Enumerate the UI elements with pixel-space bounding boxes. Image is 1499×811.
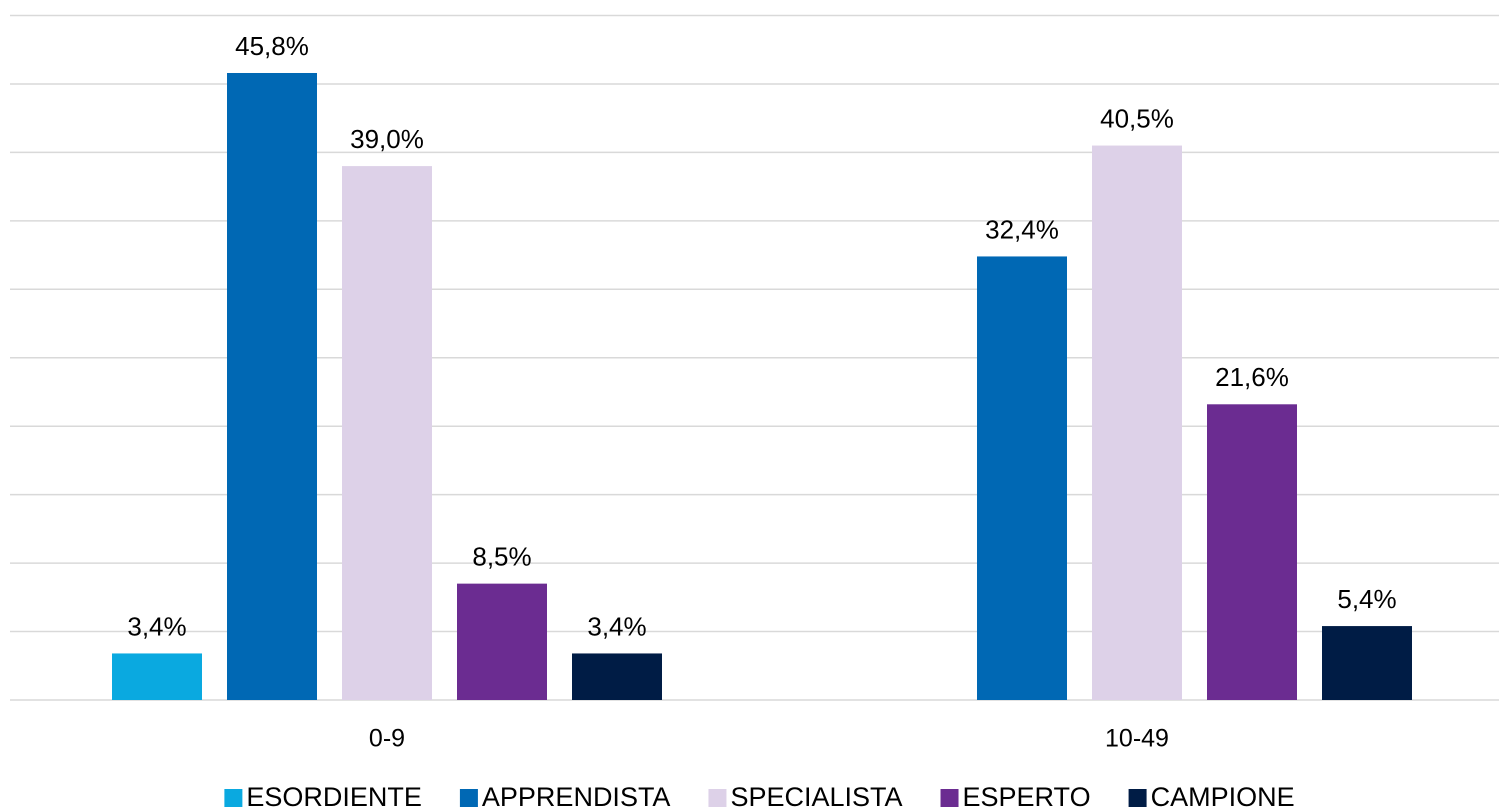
legend-label: ESORDIENTE [246,782,422,811]
bar [112,653,202,700]
data-label: 3,4% [587,611,646,641]
legend-swatch [224,789,243,807]
legend-label: CAMPIONE [1151,782,1295,811]
data-label: 32,4% [985,214,1059,244]
data-label: 8,5% [472,542,531,572]
bar [342,166,432,701]
bar [457,583,547,700]
legend-swatch [459,789,478,807]
bar [1207,404,1297,700]
legend-swatch [940,789,959,807]
legend-swatch [708,789,727,807]
legend-label: APPRENDISTA [482,782,671,811]
data-label: 5,4% [1337,584,1396,614]
legend-label: ESPERTO [963,782,1091,811]
legend-swatch [1128,789,1147,807]
bar [572,653,662,700]
data-label: 39,0% [350,124,424,154]
data-label: 45,8% [235,31,309,61]
data-label: 21,6% [1215,362,1289,392]
data-label: 40,5% [1100,103,1174,133]
bar [1092,145,1182,700]
bar [977,256,1067,700]
x-tick-label: 10-49 [1105,725,1169,753]
bar [227,72,317,701]
bar [1322,626,1412,700]
data-label: 3,4% [127,611,186,641]
legend-label: SPECIALISTA [730,782,902,811]
x-tick-label: 0-9 [369,725,405,753]
